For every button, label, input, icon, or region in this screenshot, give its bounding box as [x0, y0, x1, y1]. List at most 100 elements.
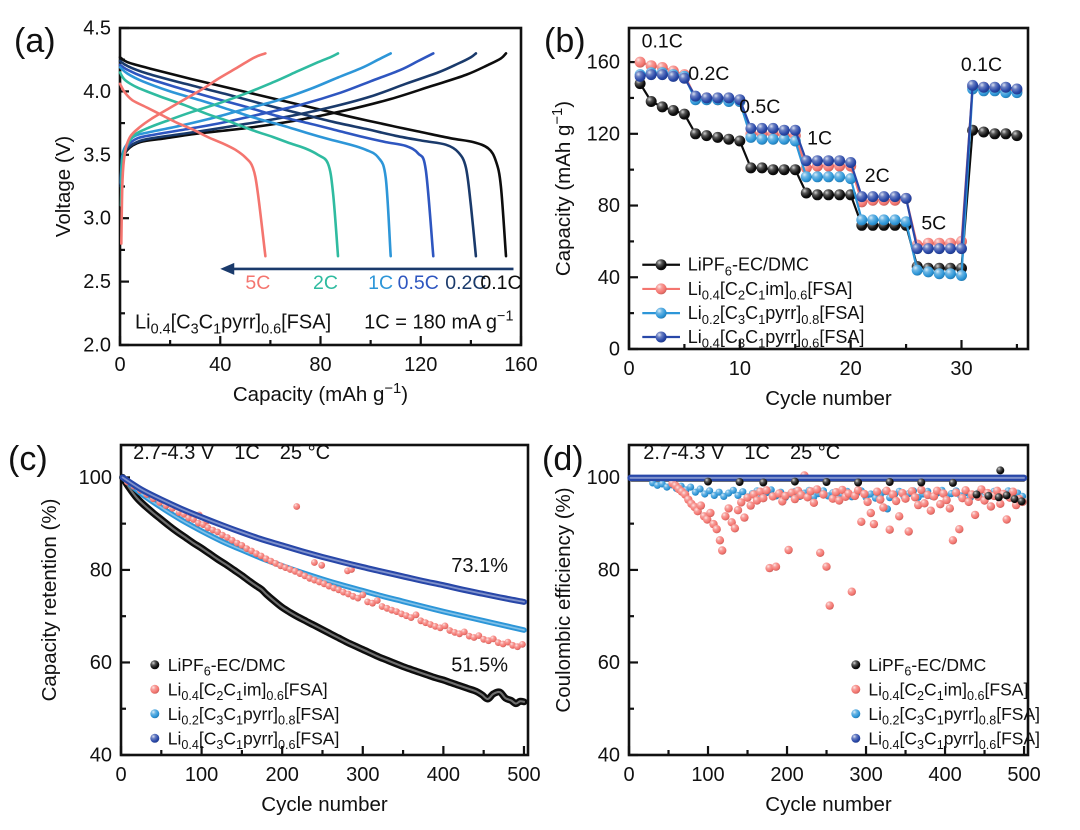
plot-box — [627, 26, 1030, 351]
plot-box — [119, 443, 530, 757]
panel-b: 0 10 20 30 0 40 80 120 160 Cycle number Capacity (… — [544, 22, 1030, 410]
legend-label: LiPF6-EC/DMC — [688, 255, 809, 279]
x-tick-label: 0 — [623, 358, 634, 380]
rate-label: 0.2C — [445, 272, 486, 294]
rate-arrow — [220, 262, 514, 275]
series — [118, 55, 508, 258]
legend-label: Li0.2[C3C1pyrr]0.8[FSA] — [688, 303, 865, 327]
rate-label: 1C — [807, 128, 832, 150]
series — [118, 63, 435, 258]
panel-letter: (b) — [544, 22, 586, 60]
x-tick-label: 80 — [309, 354, 331, 376]
rate-label: 0.1C — [642, 31, 683, 53]
series-group — [118, 52, 508, 258]
x-tick-label: 0 — [114, 354, 125, 376]
x-tick-label: 300 — [346, 764, 379, 786]
annotation: Li0.4[C3C1pyrr]0.6[FSA] — [135, 312, 331, 338]
y-axis-label: Capacity (mAh g−1) — [550, 101, 575, 276]
legend-label: Li0.4[C3C1pyrr]0.6[FSA] — [168, 728, 340, 752]
panel-c: 0 100 200 300 400 500 40 60 80 100 Cycle number Cap… — [8, 440, 540, 816]
series — [634, 69, 1023, 255]
legend-label: Li0.2[C3C1pyrr]0.8[FSA] — [168, 704, 340, 728]
x-axis-label: Cycle number — [261, 793, 388, 816]
rate-label: 0.1C — [480, 272, 521, 294]
legend-label: Li0.4[C2C1im]0.6[FSA] — [868, 679, 1028, 703]
series — [118, 82, 267, 258]
x-tick-label: 200 — [770, 764, 803, 786]
x-tick-label: 0 — [115, 764, 126, 786]
legend-label: Li0.4[C2C1im]0.6[FSA] — [688, 279, 853, 303]
legend: LiPF6-EC/DMCLi0.4[C2C1im]0.6[FSA]Li0.2[C… — [851, 655, 1040, 752]
x-axis-label: Cycle number — [765, 793, 892, 816]
x-tick-label: 100 — [185, 764, 218, 786]
panel-a: 0 40 80 120 160 2.0 2.5 3.0 3.5 4.0 4.5 Capacity (m… — [14, 18, 538, 407]
legend-label: Li0.4[C2C1im]0.6[FSA] — [168, 679, 328, 703]
rate-label: 0.1C — [961, 54, 1002, 76]
x-tick-label: 160 — [504, 354, 537, 376]
x-tick-label: 20 — [840, 358, 862, 380]
y-axis-label: Capacity retention (%) — [38, 499, 61, 702]
series-group — [627, 466, 1028, 610]
x-tick-label: 0 — [623, 764, 634, 786]
y-tick-label: 2.5 — [83, 271, 111, 293]
series — [704, 466, 1026, 506]
legend-label: Li0.4[C3C1pyrr]0.6[FSA] — [868, 728, 1040, 752]
series — [119, 473, 528, 708]
y-tick-label: 3.0 — [83, 208, 111, 230]
panel-letter: (c) — [8, 440, 48, 478]
annotation: 51.5% — [451, 655, 508, 677]
series — [119, 52, 508, 188]
axis-ticks — [627, 60, 1019, 351]
legend-label: Li0.2[C3C1pyrr]0.8[FSA] — [868, 704, 1040, 728]
rate-label: 2C — [865, 165, 890, 187]
y-tick-label: 4.5 — [83, 18, 111, 40]
series — [120, 52, 267, 245]
x-tick-label: 500 — [507, 764, 540, 786]
annotation: 2.7-4.3 V 1C 25 °C — [643, 442, 840, 464]
y-tick-label: 60 — [598, 652, 620, 674]
y-tick-label: 4.0 — [83, 81, 111, 103]
y-tick-label: 40 — [598, 745, 620, 767]
rate-label: 1C — [368, 272, 393, 294]
y-tick-label: 100 — [587, 467, 620, 489]
y-tick-label: 80 — [598, 559, 620, 581]
y-axis-label: Coulombic efficiency (%) — [552, 487, 575, 712]
rate-label: 2C — [313, 272, 338, 294]
y-tick-label: 100 — [79, 467, 112, 489]
annotation: 73.1% — [451, 555, 508, 577]
panel-d: 0 100 200 300 400 500 40 60 80 100 Cycle number Cou… — [542, 440, 1041, 816]
x-tick-label: 400 — [427, 764, 460, 786]
x-tick-label: 10 — [729, 358, 751, 380]
x-axis-label: Capacity (mAh g−1) — [233, 381, 408, 406]
x-tick-label: 400 — [928, 764, 961, 786]
x-tick-label: 30 — [950, 358, 972, 380]
annotation: 1C = 180 mA g−1 — [364, 309, 513, 334]
series — [118, 66, 392, 258]
rate-label: 0.5C — [739, 96, 780, 118]
series — [119, 474, 527, 633]
series — [118, 59, 478, 258]
legend-label: LiPF6-EC/DMC — [868, 655, 986, 679]
plot-box — [627, 443, 1030, 757]
y-tick-label: 0 — [609, 339, 620, 361]
rate-label: 0.2C — [688, 63, 729, 85]
annotation: 2.7-4.3 V 1C 25 °C — [133, 442, 330, 464]
series-group — [119, 473, 528, 708]
x-axis-label: Cycle number — [765, 387, 892, 410]
x-tick-label: 200 — [266, 764, 299, 786]
rate-label: 0.5C — [398, 272, 439, 294]
y-tick-label: 3.5 — [83, 144, 111, 166]
panel-letter: (d) — [542, 440, 584, 478]
legend: LiPF6-EC/DMCLi0.4[C2C1im]0.6[FSA]Li0.2[C… — [642, 255, 864, 351]
x-tick-label: 120 — [404, 354, 437, 376]
y-tick-label: 60 — [90, 652, 112, 674]
rate-label: 5C — [921, 213, 946, 235]
legend: LiPF6-EC/DMCLi0.4[C2C1im]0.6[FSA]Li0.2[C… — [150, 655, 339, 752]
y-tick-label: 80 — [598, 195, 620, 217]
y-tick-label: 80 — [90, 559, 112, 581]
x-tick-label: 300 — [849, 764, 882, 786]
series — [119, 474, 527, 605]
y-axis-label: Voltage (V) — [52, 136, 75, 237]
x-tick-label: 500 — [1007, 764, 1040, 786]
